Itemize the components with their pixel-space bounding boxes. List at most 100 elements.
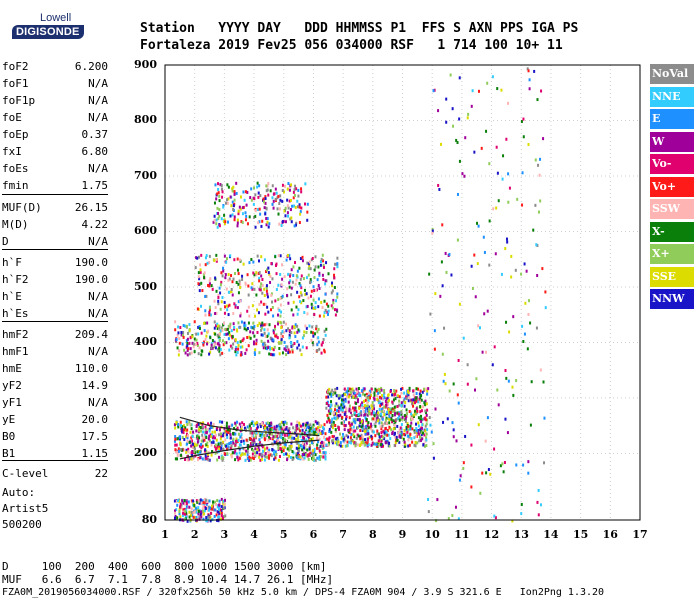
echo-point (193, 337, 196, 341)
echo-point (239, 286, 242, 290)
echo-point (336, 409, 339, 413)
echo-point (265, 189, 268, 193)
echo-point (302, 438, 305, 442)
echo-point (500, 88, 503, 92)
echo-point (292, 265, 295, 269)
param-row: hmF1 N/A (2, 343, 108, 360)
y-tick-label: 400 (134, 335, 157, 349)
echo-point (364, 410, 367, 414)
echo-point (485, 471, 488, 475)
echo-point (333, 435, 336, 439)
echo-point (419, 438, 422, 442)
echo-point (328, 427, 331, 431)
echo-point (287, 348, 290, 352)
echo-point (401, 386, 404, 390)
echo-point (334, 404, 337, 408)
echo-point (208, 427, 211, 431)
echo-point (389, 390, 392, 394)
echo-point (222, 502, 225, 506)
param-separator (2, 249, 108, 250)
echo-point (417, 400, 420, 404)
echo-point (254, 435, 257, 439)
echo-point (421, 437, 424, 441)
echo-point (326, 443, 329, 447)
echo-point (208, 499, 211, 503)
echo-point (443, 372, 446, 376)
echo-point (270, 308, 273, 312)
echo-point (313, 450, 316, 454)
echo-point (201, 457, 204, 461)
echo-point (424, 409, 427, 413)
echo-point (316, 443, 319, 447)
echo-point (222, 204, 225, 208)
echo-point (213, 214, 216, 218)
param-row: foF2 6.200 (2, 58, 108, 75)
echo-point (204, 309, 207, 313)
echo-point (388, 421, 391, 425)
echo-point (393, 389, 396, 393)
echo-point (256, 308, 259, 312)
echo-point (501, 177, 504, 181)
echo-point (494, 516, 497, 520)
echo-point (296, 427, 299, 431)
echo-point (190, 457, 193, 461)
echo-point (232, 311, 235, 315)
echo-point (512, 315, 515, 319)
echo-point (277, 194, 280, 198)
x-tick-label: 7 (339, 528, 347, 541)
echo-point (280, 341, 283, 345)
echo-point (184, 515, 187, 519)
echo-point (306, 304, 309, 308)
echo-point (372, 417, 375, 421)
echo-point (197, 512, 200, 516)
echo-point (539, 157, 542, 161)
echo-point (247, 284, 250, 288)
echo-point (272, 428, 275, 432)
echo-point (506, 240, 509, 244)
echo-point (348, 404, 351, 408)
echo-point (185, 420, 188, 424)
echo-point (321, 253, 324, 257)
echo-point (224, 305, 227, 309)
echo-point (252, 342, 255, 346)
echo-point (226, 443, 229, 447)
echo-point (219, 437, 222, 441)
echo-point (249, 457, 252, 461)
echo-point (326, 437, 329, 441)
echo-point (474, 295, 477, 299)
echo-point (221, 296, 224, 300)
echo-point (177, 325, 180, 329)
echo-point (295, 305, 298, 309)
echo-point (376, 441, 379, 445)
x-tick-label: 11 (454, 528, 470, 541)
echo-point (301, 255, 304, 259)
echo-point (263, 424, 266, 428)
echo-point (199, 263, 202, 267)
echo-point (344, 393, 347, 397)
echo-point (318, 273, 321, 277)
param-value: N/A (88, 290, 108, 303)
echo-point (289, 447, 292, 451)
echo-point (274, 324, 277, 328)
echo-point (297, 451, 300, 455)
echo-point (225, 341, 228, 345)
echo-point (217, 211, 220, 215)
echo-point (299, 210, 302, 214)
echo-point (215, 253, 218, 257)
echo-point (443, 326, 446, 330)
echo-point (280, 310, 283, 314)
echo-point (250, 198, 253, 202)
echo-point (332, 390, 335, 394)
echo-point (174, 426, 177, 430)
echo-point (316, 430, 319, 434)
echo-point (236, 455, 239, 459)
echo-point (287, 182, 290, 186)
echo-point (220, 508, 223, 512)
echo-point (274, 456, 277, 460)
echo-point (296, 456, 299, 460)
echo-point (400, 411, 403, 415)
echo-point (229, 446, 232, 450)
echo-point (277, 253, 280, 257)
echo-point (180, 333, 183, 337)
